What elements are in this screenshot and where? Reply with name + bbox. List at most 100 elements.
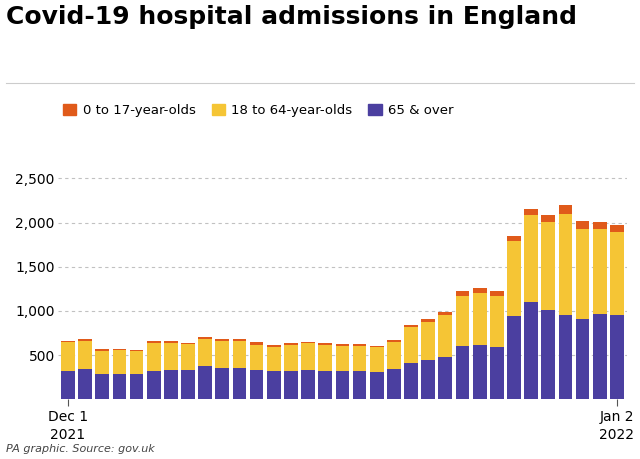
Bar: [250, 369, 264, 399]
Text: Covid-19 hospital admissions in England: Covid-19 hospital admissions in England: [6, 5, 577, 28]
Bar: [524, 215, 538, 302]
Bar: [250, 345, 264, 369]
Bar: [284, 343, 298, 345]
Bar: [473, 293, 486, 345]
Bar: [593, 222, 607, 229]
Bar: [267, 371, 280, 399]
Bar: [284, 345, 298, 370]
Bar: [164, 341, 178, 343]
Bar: [404, 327, 418, 363]
Bar: [335, 371, 349, 399]
Bar: [147, 341, 161, 343]
Bar: [421, 360, 435, 399]
Bar: [559, 214, 572, 315]
Bar: [353, 344, 367, 346]
Bar: [130, 351, 143, 374]
Bar: [559, 315, 572, 399]
Bar: [113, 349, 126, 350]
Bar: [318, 343, 332, 345]
Bar: [576, 319, 589, 399]
Bar: [593, 229, 607, 314]
Bar: [370, 346, 383, 347]
Bar: [232, 341, 246, 369]
Bar: [335, 346, 349, 371]
Bar: [164, 370, 178, 399]
Bar: [216, 339, 229, 341]
Bar: [232, 340, 246, 341]
Bar: [438, 312, 452, 315]
Bar: [473, 345, 486, 399]
Bar: [301, 369, 315, 399]
Bar: [576, 221, 589, 229]
Bar: [216, 368, 229, 399]
Bar: [473, 288, 486, 293]
Bar: [232, 369, 246, 399]
Bar: [610, 225, 624, 232]
Bar: [78, 341, 92, 369]
Bar: [490, 347, 504, 399]
Bar: [95, 349, 109, 351]
Bar: [250, 342, 264, 345]
Text: PA graphic. Source: gov.uk: PA graphic. Source: gov.uk: [6, 444, 155, 454]
Bar: [370, 372, 383, 399]
Bar: [576, 229, 589, 319]
Bar: [353, 371, 367, 399]
Bar: [490, 296, 504, 347]
Bar: [421, 322, 435, 360]
Bar: [490, 291, 504, 296]
Bar: [113, 374, 126, 399]
Bar: [524, 209, 538, 215]
Bar: [181, 344, 195, 370]
Bar: [456, 346, 469, 399]
Bar: [267, 347, 280, 371]
Bar: [456, 291, 469, 296]
Bar: [181, 343, 195, 344]
Bar: [421, 319, 435, 322]
Bar: [130, 350, 143, 351]
Bar: [370, 347, 383, 372]
Bar: [404, 363, 418, 399]
Bar: [78, 339, 92, 341]
Bar: [301, 341, 315, 343]
Bar: [541, 310, 555, 399]
Bar: [198, 366, 212, 399]
Bar: [610, 232, 624, 315]
Bar: [198, 337, 212, 339]
Bar: [61, 342, 75, 370]
Bar: [404, 325, 418, 327]
Bar: [507, 316, 521, 399]
Bar: [61, 370, 75, 399]
Bar: [181, 370, 195, 399]
Bar: [507, 236, 521, 241]
Bar: [147, 343, 161, 370]
Bar: [387, 340, 401, 342]
Bar: [387, 369, 401, 399]
Bar: [318, 370, 332, 399]
Bar: [113, 350, 126, 374]
Bar: [318, 345, 332, 370]
Bar: [524, 302, 538, 399]
Bar: [130, 374, 143, 399]
Bar: [438, 315, 452, 357]
Bar: [164, 343, 178, 370]
Bar: [267, 345, 280, 347]
Bar: [387, 342, 401, 369]
Bar: [456, 296, 469, 346]
Bar: [284, 370, 298, 399]
Bar: [541, 222, 555, 310]
Bar: [353, 346, 367, 371]
Bar: [593, 314, 607, 399]
Bar: [610, 315, 624, 399]
Bar: [216, 341, 229, 368]
Bar: [95, 351, 109, 374]
Bar: [61, 341, 75, 342]
Bar: [301, 343, 315, 369]
Bar: [78, 369, 92, 399]
Legend: 0 to 17-year-olds, 18 to 64-year-olds, 65 & over: 0 to 17-year-olds, 18 to 64-year-olds, 6…: [58, 98, 459, 122]
Bar: [559, 205, 572, 214]
Bar: [147, 370, 161, 399]
Bar: [507, 241, 521, 316]
Bar: [198, 339, 212, 366]
Bar: [335, 344, 349, 346]
Bar: [541, 214, 555, 222]
